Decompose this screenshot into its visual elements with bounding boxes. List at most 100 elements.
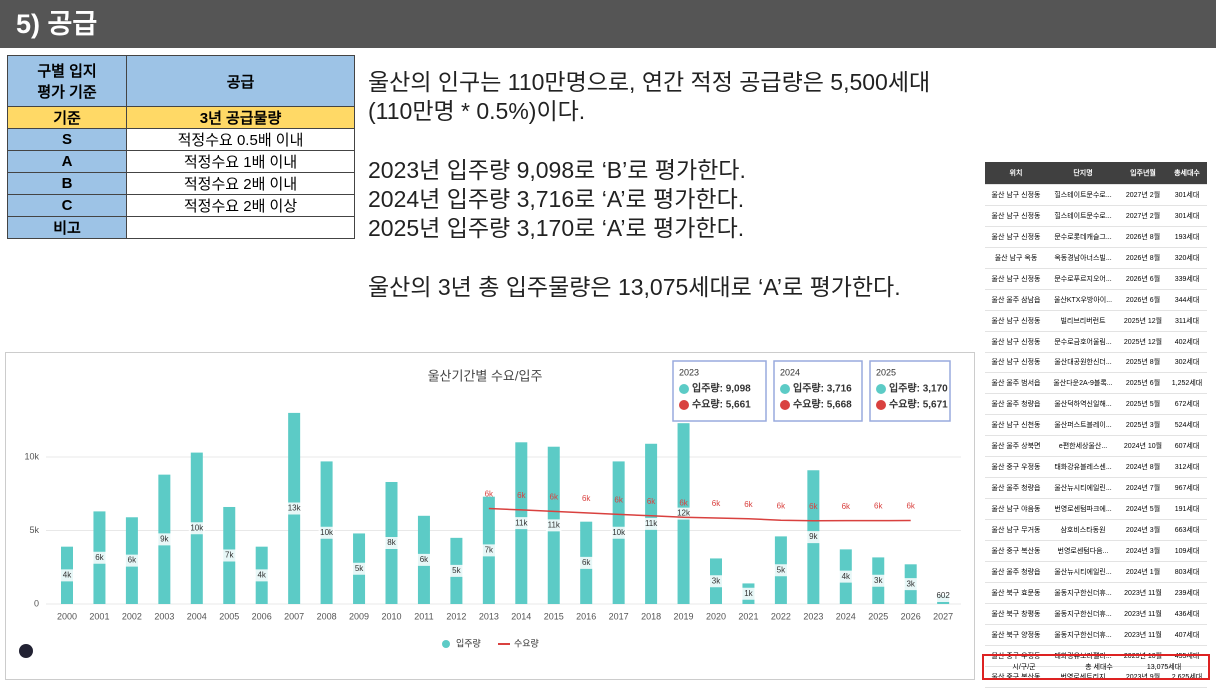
data-label: 3k xyxy=(712,576,721,585)
text-line: 울산의 3년 총 입주물량은 13,075세대로 ‘A’로 평가한다. xyxy=(368,274,901,300)
table-cell: 967세대 xyxy=(1174,485,1200,493)
data-label: 6k xyxy=(744,500,753,509)
table-row: 울산 울주 청량읍 울산뉴시티에일린... 2024년 1월 803세대 xyxy=(985,562,1207,583)
y-tick-label: 0 xyxy=(34,598,39,608)
data-label: 6k xyxy=(128,556,137,565)
data-label: 6k xyxy=(842,502,851,511)
tooltip-line: 수요량: 5,668 xyxy=(793,399,852,411)
x-tick-label: 2021 xyxy=(738,611,758,621)
x-tick-label: 2001 xyxy=(89,611,109,621)
table-cell: 607세대 xyxy=(1174,443,1200,451)
tooltip-title: 2023 xyxy=(679,367,699,377)
table-cell: 302세대 xyxy=(1174,359,1200,367)
table-cell: 455세대 xyxy=(1174,652,1200,660)
table-cell: 울산 울주 범서읍 xyxy=(991,380,1041,388)
table-row: 울산 남구 야음동 번영로센텀파크에... 2024년 5월 191세대 xyxy=(985,499,1207,520)
x-tick-label: 2023 xyxy=(803,611,823,621)
table-cell: 2023년 9월 xyxy=(1125,673,1161,681)
criteria-cell: 기준 xyxy=(8,107,127,128)
data-label: 6k xyxy=(712,499,721,508)
footer-cell: 13,075세대 xyxy=(1146,664,1182,671)
data-label-bg xyxy=(59,569,75,582)
x-tick-label: 2014 xyxy=(511,611,531,621)
table-row: 울산 울주 범서읍 울산다운2A-9블록... 2025년 6월 1,252세대 xyxy=(985,373,1207,395)
table-cell: 태화강유보라팰라... xyxy=(1054,652,1112,660)
table-row: 울산 중구 우정동 태화강유블레스센... 2024년 8월 312세대 xyxy=(985,457,1207,479)
criteria-row: 구별 입지 평가 기준 공급 xyxy=(8,56,354,106)
complex-table-footer: 시/구/군 총 세대수 13,075세대 xyxy=(982,654,1210,680)
table-row: 울산 울주 청량읍 울산뉴시티에일린... 2024년 7월 967세대 xyxy=(985,478,1207,500)
table-cell: 울산 남구 옥동 xyxy=(994,254,1038,262)
data-label: 8k xyxy=(387,538,396,547)
legend-label: 수요량 xyxy=(514,637,539,648)
criteria-cell: B xyxy=(8,173,127,194)
table-cell: 문수로롯데캐슬그... xyxy=(1054,233,1112,241)
table-row: 울산 남구 옥동 옥동경남아너스빌... 2026년 8월 320세대 xyxy=(985,248,1207,269)
table-cell: 울산 울주 삼남읍 xyxy=(991,296,1041,304)
table-cell: 울산덕하역신일해... xyxy=(1054,401,1112,409)
table-cell: 울산 북구 창평동 xyxy=(991,610,1041,618)
table-cell: 울산 울주 청량읍 xyxy=(991,485,1041,493)
table-cell: 울산 남구 신정동 xyxy=(991,212,1041,220)
table-row: 울산 남구 신정동 문수로금호어울림... 2025년 12월 402세대 xyxy=(985,332,1207,353)
data-label: 6k xyxy=(647,497,656,506)
data-label: 5k xyxy=(452,566,461,575)
x-tick-label: 2012 xyxy=(446,611,466,621)
data-label-bg xyxy=(545,519,562,532)
table-cell: 312세대 xyxy=(1174,464,1200,472)
tooltip-dot xyxy=(780,384,790,394)
data-label: 1k xyxy=(744,589,753,598)
data-label-bg xyxy=(415,553,432,566)
paragraphs: 울산의 인구는 110만명으로, 연간 적정 공급량은 5,500세대 (110만… xyxy=(368,68,930,332)
data-label: 6k xyxy=(550,492,559,501)
data-label: 7k xyxy=(485,545,494,554)
data-label: 10k xyxy=(612,528,626,537)
data-label: 7k xyxy=(225,551,234,560)
table-cell: 2023년 11월 xyxy=(1124,631,1162,639)
data-label-bg xyxy=(772,564,789,577)
data-label: 12k xyxy=(677,509,691,518)
criteria-cell: 3년 공급물량 xyxy=(127,107,354,128)
table-cell: 울산퍼스트블레이... xyxy=(1054,422,1112,430)
criteria-table: 구별 입지 평가 기준 공급 기준 3년 공급물량 S 적정수요 0.5배 이내 A 적정수요… xyxy=(7,55,355,239)
x-tick-label: 2026 xyxy=(901,611,921,621)
x-tick-label: 2009 xyxy=(349,611,369,621)
tooltip-dot xyxy=(876,400,886,410)
data-label: 4k xyxy=(257,570,266,579)
data-label: 6k xyxy=(582,558,591,567)
data-label: 5k xyxy=(355,564,364,573)
table-cell: 193세대 xyxy=(1174,233,1200,241)
criteria-cell: 구별 입지 평가 기준 xyxy=(8,56,127,106)
data-label: 6k xyxy=(679,498,688,507)
criteria-cell: S xyxy=(8,129,127,150)
criteria-row: S 적정수요 0.5배 이내 xyxy=(8,128,354,150)
table-cell: 울산 중구 복산동 xyxy=(991,547,1041,555)
table-cell: 663세대 xyxy=(1174,526,1200,534)
table-cell: 문수로금호어울림... xyxy=(1054,338,1112,346)
x-tick-label: 2015 xyxy=(544,611,564,621)
criteria-row: C 적정수요 2배 이상 xyxy=(8,194,354,216)
x-tick-label: 2020 xyxy=(706,611,726,621)
data-label-bg xyxy=(318,526,335,539)
table-cell: 울산 남구 신정동 xyxy=(991,317,1041,325)
x-tick-label: 2011 xyxy=(414,611,433,621)
table-row: 울산 북구 효문동 울동지구한신더휴... 2023년 11월 239세대 xyxy=(985,583,1207,604)
table-cell: 울산 남구 신정동 xyxy=(991,233,1041,241)
header-title: 5) 공급 xyxy=(0,0,1216,48)
table-cell: 524세대 xyxy=(1174,422,1200,430)
table-row: 울산 남구 신천동 울산퍼스트블레이... 2025년 3월 524세대 xyxy=(985,415,1207,437)
data-label: 11k xyxy=(548,520,561,529)
table-cell: 2024년 3월 xyxy=(1125,547,1161,555)
data-label-bg xyxy=(837,570,854,583)
column-header: 입주년월 xyxy=(1130,170,1156,177)
table-cell: 2,625세대 xyxy=(1171,673,1203,681)
table-cell: 울산 중구 우정동 xyxy=(991,652,1041,660)
table-cell: 울산 북구 효문동 xyxy=(991,589,1041,597)
table-row: 울산 남구 신정동 힐스테이트문수로... 2027년 2월 301세대 xyxy=(985,206,1207,227)
data-label-bg xyxy=(935,590,952,602)
table-cell: 울산 울주 청량읍 xyxy=(991,568,1041,576)
table-row: 울산 남구 무거동 삼호비스타동원 2024년 3월 663세대 xyxy=(985,520,1207,541)
data-label-bg xyxy=(221,549,238,562)
table-cell: 311세대 xyxy=(1174,317,1200,325)
criteria-row: 기준 3년 공급물량 xyxy=(8,106,354,128)
